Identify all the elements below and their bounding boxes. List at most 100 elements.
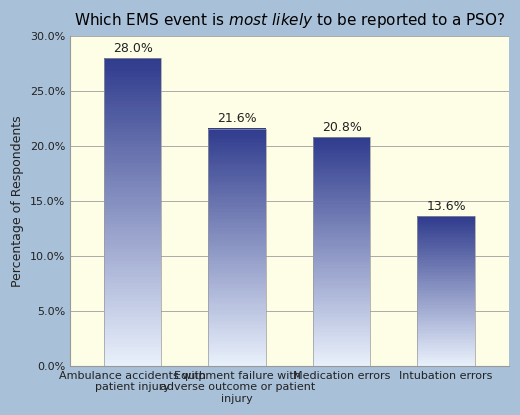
Bar bbox=[104, 329, 161, 332]
Bar bbox=[418, 321, 475, 322]
Bar bbox=[104, 313, 161, 317]
Bar bbox=[313, 304, 370, 306]
Bar bbox=[209, 157, 266, 159]
Bar bbox=[418, 301, 475, 303]
Bar bbox=[418, 351, 475, 352]
Bar bbox=[418, 216, 475, 218]
Bar bbox=[209, 325, 266, 328]
Bar bbox=[104, 341, 161, 344]
Bar bbox=[313, 325, 370, 327]
Bar bbox=[209, 316, 266, 318]
Bar bbox=[209, 354, 266, 356]
Bar bbox=[418, 285, 475, 287]
Bar bbox=[209, 249, 266, 252]
Bar bbox=[104, 237, 161, 240]
Bar bbox=[104, 279, 161, 283]
Bar bbox=[313, 169, 370, 171]
Bar bbox=[313, 356, 370, 359]
Bar bbox=[104, 298, 161, 301]
Bar bbox=[104, 64, 161, 67]
Bar bbox=[313, 153, 370, 156]
Bar bbox=[418, 281, 475, 282]
Bar bbox=[209, 214, 266, 216]
Bar bbox=[209, 200, 266, 202]
Bar bbox=[418, 239, 475, 240]
Bar bbox=[104, 289, 161, 292]
Bar bbox=[209, 228, 266, 231]
Bar bbox=[313, 199, 370, 201]
Bar bbox=[313, 343, 370, 345]
Bar bbox=[313, 336, 370, 338]
Bar bbox=[313, 317, 370, 320]
Bar bbox=[418, 228, 475, 230]
Bar bbox=[313, 176, 370, 178]
Bar bbox=[313, 247, 370, 249]
Bar bbox=[209, 294, 266, 297]
Bar bbox=[104, 326, 161, 329]
Bar bbox=[209, 283, 266, 285]
Bar bbox=[313, 254, 370, 256]
Bar bbox=[209, 313, 266, 316]
Bar bbox=[313, 286, 370, 288]
Bar bbox=[418, 361, 475, 363]
Bar bbox=[313, 144, 370, 146]
Bar bbox=[313, 340, 370, 343]
Bar bbox=[313, 185, 370, 188]
Bar bbox=[313, 192, 370, 195]
Bar bbox=[418, 358, 475, 360]
Bar bbox=[209, 242, 266, 245]
Bar bbox=[418, 303, 475, 305]
Bar bbox=[209, 211, 266, 214]
Bar bbox=[418, 236, 475, 237]
Bar bbox=[104, 172, 161, 175]
Bar bbox=[104, 301, 161, 304]
Bar bbox=[104, 156, 161, 160]
Bar bbox=[209, 251, 266, 254]
Bar bbox=[104, 218, 161, 221]
Bar bbox=[313, 146, 370, 149]
Bar bbox=[209, 235, 266, 238]
Bar bbox=[209, 193, 266, 195]
Bar bbox=[418, 244, 475, 246]
Bar bbox=[418, 227, 475, 228]
Bar bbox=[104, 350, 161, 354]
Bar bbox=[313, 295, 370, 297]
Bar bbox=[313, 322, 370, 325]
Bar bbox=[313, 288, 370, 290]
Bar bbox=[104, 73, 161, 77]
Bar bbox=[209, 335, 266, 337]
Bar bbox=[313, 155, 370, 158]
Text: 21.6%: 21.6% bbox=[217, 112, 257, 125]
Bar bbox=[313, 240, 370, 242]
Bar bbox=[418, 325, 475, 327]
Bar bbox=[104, 181, 161, 184]
Bar bbox=[418, 252, 475, 254]
Bar bbox=[209, 138, 266, 140]
Text: 13.6%: 13.6% bbox=[426, 200, 466, 213]
Bar bbox=[104, 344, 161, 347]
Bar bbox=[418, 267, 475, 269]
Bar bbox=[209, 244, 266, 247]
Bar bbox=[104, 58, 161, 61]
Bar bbox=[313, 206, 370, 208]
Bar bbox=[418, 360, 475, 361]
Bar bbox=[418, 243, 475, 245]
Bar bbox=[209, 223, 266, 226]
Bar bbox=[209, 299, 266, 302]
Bar bbox=[104, 267, 161, 271]
Bar bbox=[313, 235, 370, 238]
Bar bbox=[418, 254, 475, 255]
Bar bbox=[104, 95, 161, 98]
Bar bbox=[418, 308, 475, 309]
Bar bbox=[209, 349, 266, 352]
Bar bbox=[104, 347, 161, 350]
Bar bbox=[313, 263, 370, 265]
Bar bbox=[104, 310, 161, 313]
Bar bbox=[313, 201, 370, 204]
Bar bbox=[209, 290, 266, 292]
Bar bbox=[418, 256, 475, 258]
Bar bbox=[313, 194, 370, 197]
Bar bbox=[209, 318, 266, 321]
Bar bbox=[104, 61, 161, 64]
Bar bbox=[313, 272, 370, 274]
